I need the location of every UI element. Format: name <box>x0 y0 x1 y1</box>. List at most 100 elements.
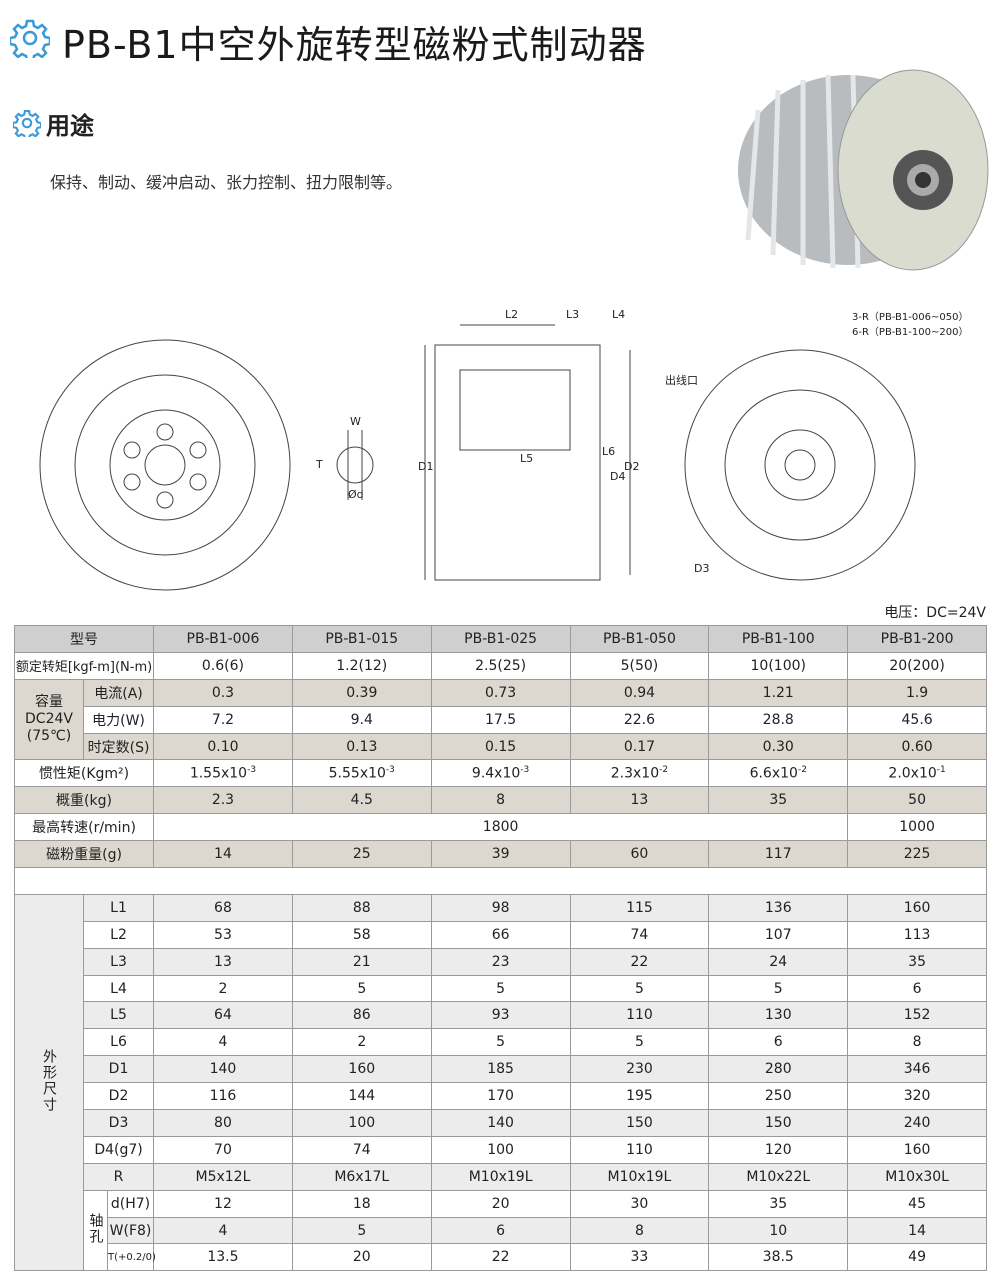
table-cell: 60 <box>569 840 710 869</box>
table-row: 磁粉重量(g) 14 25 39 60 117 225 <box>13 840 987 869</box>
svg-text:D3: D3 <box>694 562 709 575</box>
table-cell: 110 <box>569 1135 710 1164</box>
table-cell: 0.13 <box>291 732 432 761</box>
table-cell: 66 <box>430 920 571 949</box>
table-row: R M5x12L M6x17L M10x19L M10x19L M10x22L M10x30… <box>15 1162 987 1191</box>
table-row: D1 140 160 185 230 280 346 <box>15 1055 987 1084</box>
table-cell: 磁粉重量(g) <box>13 840 155 869</box>
table-cell: 33 <box>569 1243 710 1272</box>
table-cell: 4 <box>153 1028 293 1057</box>
table-cell: L1 <box>82 893 155 922</box>
table-cell: 74 <box>569 920 710 949</box>
table-cell: 0.60 <box>847 732 987 761</box>
table-cell: 50 <box>847 786 987 815</box>
svg-text:6-R（PB-B1-100~200）: 6-R（PB-B1-100~200） <box>852 326 968 338</box>
table-cell: 22.6 <box>569 705 710 734</box>
table-cell: 17.5 <box>430 705 571 734</box>
table-cell: 280 <box>708 1055 849 1084</box>
table-cell: M10x22L <box>708 1162 849 1191</box>
table-cell: 1.21 <box>708 678 849 707</box>
table-cell: 2.5(25) <box>430 651 571 680</box>
table-cell: 5 <box>291 974 432 1003</box>
table-cell: 2.3 <box>153 786 293 815</box>
table-cell: 14 <box>153 840 293 869</box>
table-cell: 117 <box>708 840 849 869</box>
table-cell: 7.2 <box>153 705 293 734</box>
table-cell: 45.6 <box>847 705 987 734</box>
table-cell: 23 <box>430 947 571 976</box>
table-cell: 10(100) <box>708 651 849 680</box>
table-cell: 113 <box>847 920 987 949</box>
keyway-drawing: W T Ød <box>315 415 374 501</box>
table-cell: 20 <box>291 1243 432 1272</box>
table-cell: 39 <box>430 840 571 869</box>
usage-text: 保持、制动、缓冲启动、张力控制、扭力限制等。 <box>50 173 403 192</box>
table-cell: L6 <box>82 1028 155 1057</box>
table-cell: 20(200) <box>847 651 987 680</box>
table-cell: 0.17 <box>569 732 710 761</box>
table-row <box>14 867 987 895</box>
table-cell: 140 <box>430 1109 571 1137</box>
table-row: D2 116 144 170 195 250 320 <box>15 1082 987 1111</box>
svg-text:L3: L3 <box>566 310 579 321</box>
table-cell: 240 <box>847 1109 987 1137</box>
table-cell: 12 <box>153 1189 293 1218</box>
svg-text:T: T <box>315 458 323 471</box>
table-row: 时定数(S) 0.10 0.13 0.15 0.17 0.30 0.60 <box>15 732 987 761</box>
table-cell: 2.0x10-1 <box>847 759 987 788</box>
table-row: 容量 DC24V (75℃) 电流(A) 0.3 0.39 0.73 0.94 1.21 1.9 <box>14 678 987 761</box>
table-cell: 21 <box>291 947 432 976</box>
table-cell: 230 <box>569 1055 710 1084</box>
table-cell: 9.4 <box>291 705 432 734</box>
table-row: 概重(kg) 2.3 4.5 8 13 35 50 <box>13 786 987 815</box>
table-cell: 49 <box>847 1243 987 1272</box>
table-cell: 13 <box>153 947 293 976</box>
table-cell: 外形尺寸 <box>14 893 84 1272</box>
table-cell: 144 <box>291 1082 432 1111</box>
table-cell <box>14 867 987 895</box>
svg-text:D2: D2 <box>624 460 639 473</box>
table-cell: L3 <box>82 947 155 976</box>
header-cell: 型号 <box>13 625 155 653</box>
table-cell: 6.6x10-2 <box>708 759 849 788</box>
table-cell: 6 <box>430 1216 571 1245</box>
table-cell: 115 <box>569 893 710 922</box>
table-cell: 185 <box>430 1055 571 1084</box>
table-cell: 最高转速(r/min) <box>13 813 155 842</box>
front-view-drawing <box>39 339 291 591</box>
table-cell: 100 <box>291 1109 432 1137</box>
table-cell: W(F8) <box>106 1216 155 1245</box>
table-cell: PB-B1-100 <box>708 625 849 653</box>
table-cell: 68 <box>153 893 293 922</box>
table-cell: PB-B1-006 <box>153 625 293 653</box>
table-cell: T(+0.2/0) <box>106 1243 156 1272</box>
table-row: D3 80 100 140 150 150 240 <box>15 1109 987 1137</box>
table-cell: 0.3 <box>153 678 293 707</box>
svg-text:D4: D4 <box>610 470 625 483</box>
table-cell: 64 <box>153 1001 293 1030</box>
table-cell: d(H7) <box>106 1189 155 1218</box>
table-cell: 2 <box>153 974 293 1003</box>
table-cell: 250 <box>708 1082 849 1111</box>
table-row: L5 64 86 93 110 130 152 <box>15 1001 987 1030</box>
table-cell: 35 <box>708 786 849 815</box>
table-cell: 14 <box>847 1216 987 1245</box>
table-cell: M10x19L <box>430 1162 571 1191</box>
table-cell: 160 <box>847 1135 987 1164</box>
table-row: L3 13 21 23 22 24 35 <box>15 947 987 976</box>
table-cell: 225 <box>847 840 987 869</box>
table-cell: L5 <box>82 1001 155 1030</box>
table-cell: 22 <box>430 1243 571 1272</box>
rear-view-drawing: D3 出线口 3-R（PB-B1-006~050） 6-R（PB-B1-100~… <box>665 311 968 581</box>
svg-text:L6: L6 <box>602 445 615 458</box>
table-cell: 5 <box>569 1028 710 1057</box>
table-cell: 107 <box>708 920 849 949</box>
table-row: T(+0.2/0) 13.5 20 22 33 38.5 49 <box>15 1243 987 1272</box>
gear-icon <box>13 110 41 137</box>
table-cell: 电流(A) <box>82 678 155 707</box>
table-cell: 1.9 <box>847 678 987 707</box>
table-cell: 195 <box>569 1082 710 1111</box>
table-cell: 2 <box>291 1028 432 1057</box>
table-cell: 98 <box>430 893 571 922</box>
table-row: L2 53 58 66 74 107 113 <box>15 920 987 949</box>
